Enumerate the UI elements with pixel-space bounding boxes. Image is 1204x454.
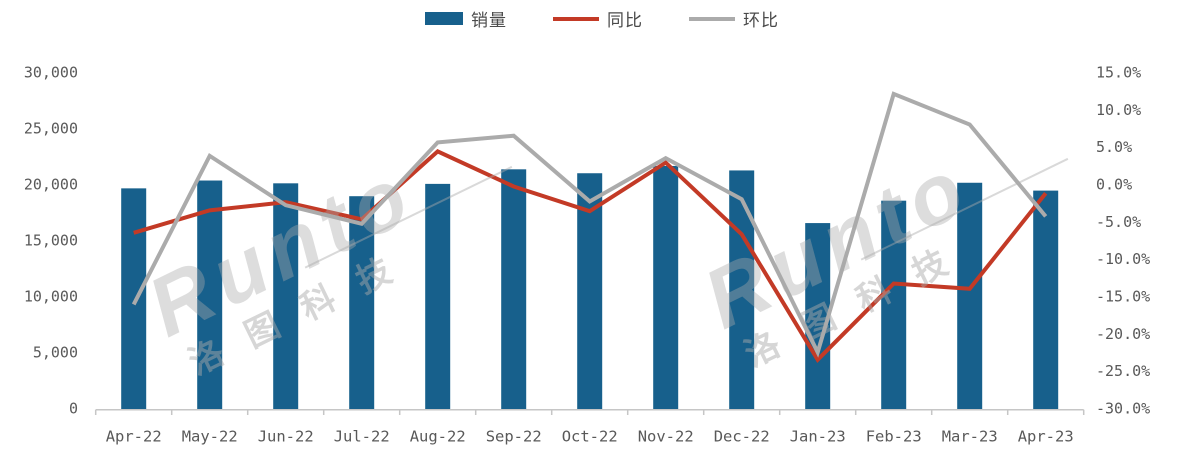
right-axis-tick-label: 15.0% <box>1096 64 1141 82</box>
x-axis-category-label: Feb-23 <box>866 428 922 446</box>
left-axis-tick-label: 20,000 <box>24 176 78 194</box>
right-axis-tick-label: 10.0% <box>1096 101 1141 119</box>
bar-Jun-22 <box>273 183 299 409</box>
right-axis-tick-label: -15.0% <box>1096 288 1150 306</box>
bar-May-22 <box>197 180 223 409</box>
bars-series-sales <box>121 165 1059 409</box>
x-axis-category-label: Nov-22 <box>638 428 694 446</box>
legend-item-mom[interactable]: 环比 <box>689 6 779 31</box>
bar-Apr-22 <box>121 188 147 409</box>
x-axis-category-label: Apr-23 <box>1018 428 1074 446</box>
right-axis-tick-label: -30.0% <box>1096 400 1150 418</box>
bar-Nov-22 <box>653 165 679 409</box>
left-axis-labels: 30,000 25,000 20,000 15,000 10,000 5,000 0 <box>24 64 78 418</box>
x-axis-category-label: Jan-23 <box>790 428 846 446</box>
x-axis-category-label: May-22 <box>182 428 238 446</box>
right-axis-labels: 15.0% 10.0% 5.0% 0.0% -5.0% -10.0% -15.0% -20.0… <box>1096 64 1150 418</box>
bar-Aug-22 <box>425 183 451 409</box>
left-axis-tick-label: 5,000 <box>33 344 78 362</box>
left-axis-tick-label: 15,000 <box>24 232 78 250</box>
right-axis-tick-label: -10.0% <box>1096 250 1150 268</box>
bar-Jul-22 <box>349 196 375 409</box>
bar-Feb-23 <box>881 200 907 409</box>
left-axis-tick-label: 0 <box>69 400 78 418</box>
right-axis-tick-label: 0.0% <box>1096 176 1132 194</box>
mom-line <box>131 91 1048 358</box>
x-axis-category-label: Jul-22 <box>334 428 390 446</box>
legend-swatch-yoy <box>553 16 599 21</box>
yoy-line <box>133 149 1048 363</box>
legend-item-sales-volume[interactable]: 销量 <box>425 6 507 31</box>
left-axis-tick-label: 25,000 <box>24 120 78 138</box>
x-axis-category-label: Mar-23 <box>942 428 998 446</box>
x-axis-category-label: Oct-22 <box>562 428 618 446</box>
legend-label-sales-volume: 销量 <box>471 11 507 30</box>
x-axis-category-label: Dec-22 <box>714 428 770 446</box>
legend-label-yoy: 同比 <box>607 11 643 30</box>
left-axis-tick-label: 30,000 <box>24 64 78 82</box>
bar-Sep-22 <box>501 169 527 409</box>
x-axis-category-label: Sep-22 <box>486 428 542 446</box>
right-axis-tick-label: 5.0% <box>1096 138 1132 156</box>
x-axis-category-label: Apr-22 <box>106 428 162 446</box>
legend-swatch-mom <box>689 16 735 21</box>
x-axis-category-label: Jun-22 <box>258 428 314 446</box>
x-axis-labels: Apr-22 May-22 Jun-22 Jul-22 Aug-22 Sep-22 Oct-… <box>106 428 1074 446</box>
right-axis-tick-label: -5.0% <box>1096 213 1141 231</box>
right-axis-tick-label: -20.0% <box>1096 325 1150 343</box>
legend-label-mom: 环比 <box>743 11 779 30</box>
legend-item-yoy[interactable]: 同比 <box>553 6 643 31</box>
legend-swatch-sales-volume <box>425 12 463 25</box>
left-axis-tick-label: 10,000 <box>24 288 78 306</box>
bar-Jan-23 <box>805 223 831 409</box>
chart-legend: 销量 同比 环比 <box>0 6 1204 31</box>
x-axis-category-label: Aug-22 <box>410 428 466 446</box>
bar-Mar-23 <box>957 182 983 409</box>
right-axis-tick-label: -25.0% <box>1096 362 1150 380</box>
x-axis <box>94 409 1085 415</box>
bar-Apr-23 <box>1033 190 1059 409</box>
bar-Dec-22 <box>729 170 755 409</box>
